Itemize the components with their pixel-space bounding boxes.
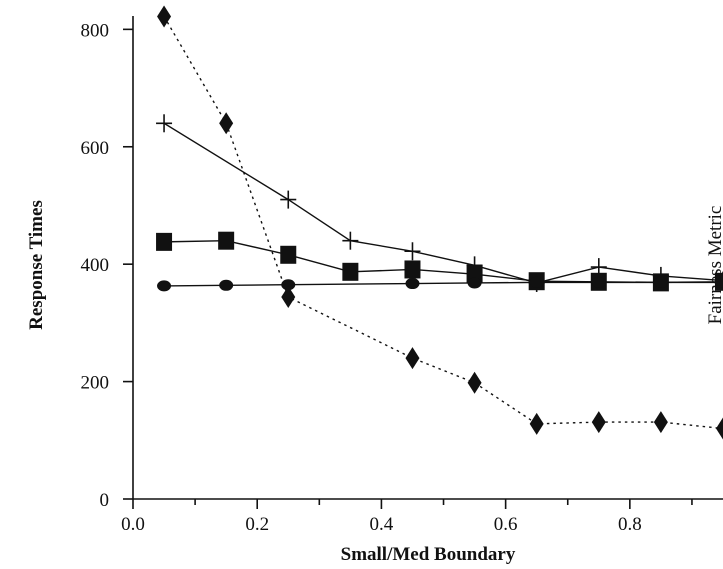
diamond-point [219,112,234,135]
plus-point [404,242,421,261]
x-tick-label-0.2: 0.2 [245,514,269,535]
diamond-point [157,5,172,28]
circle-point [529,276,544,288]
y-tick-label-0: 0 [100,490,110,511]
y-axis-ticks: 0 200 400 600 800 [81,20,133,511]
plus-point [280,190,297,209]
series-line-square [164,239,723,284]
y-tick-label-600: 600 [81,138,110,159]
circle-point [157,280,172,292]
x-axis-title: Small/Med Boundary [341,544,516,565]
series-layer [156,5,723,440]
series-diamond [157,5,723,440]
diamond-point [467,371,482,394]
square-point [218,231,235,250]
square-point [404,260,421,279]
plus-point [342,231,359,250]
circle-point [653,276,668,288]
square-point [156,232,173,251]
circle-point [219,279,234,291]
circle-point [467,277,482,289]
plot-area: 0 200 400 600 800 0.0 0.2 0.4 0.6 0.8 [81,5,723,535]
y-tick-label-400: 400 [81,255,110,276]
x-tick-label-0.0: 0.0 [121,514,145,535]
series-line-plus [163,122,723,284]
circle-point [716,276,723,288]
circle-point [591,276,606,288]
series-circle [157,276,723,292]
diamond-point [591,411,606,434]
x-tick-label-0.8: 0.8 [618,514,642,535]
x-axis-ticks: 0.0 0.2 0.4 0.6 0.8 [121,499,693,535]
square-point [280,245,297,264]
x-tick-label-0.6: 0.6 [494,514,518,535]
circle-point [405,278,420,290]
right-axis-title: Fairness Metric [705,206,723,325]
series-line-circle [164,281,723,287]
series-plus [156,114,723,292]
square-point [342,262,359,281]
plus-point [156,114,173,133]
x-tick-label-0.4: 0.4 [370,514,394,535]
series-line-diamond [163,16,723,430]
diamond-point [281,286,296,309]
y-tick-label-200: 200 [81,373,110,394]
diamond-point [653,411,668,434]
y-axis-title: Response Times [26,200,47,330]
diamond-point [529,412,544,435]
diamond-point [405,347,420,370]
circle-point [281,279,296,291]
diamond-point [716,417,723,440]
y-tick-label-800: 800 [81,20,110,41]
